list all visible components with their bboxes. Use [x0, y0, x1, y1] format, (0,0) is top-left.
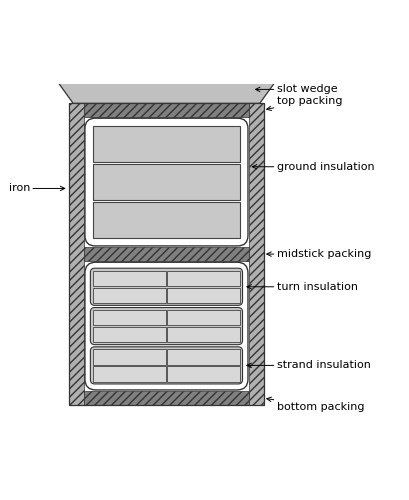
Text: slot wedge: slot wedge — [256, 84, 337, 94]
Bar — [167, 270, 240, 286]
Bar — [92, 202, 240, 238]
Bar — [167, 310, 240, 326]
FancyBboxPatch shape — [90, 308, 243, 344]
Bar — [69, 104, 83, 405]
FancyBboxPatch shape — [85, 262, 248, 390]
Bar — [93, 366, 166, 382]
Bar — [83, 392, 249, 405]
Bar — [92, 126, 240, 162]
Bar — [167, 366, 240, 382]
Bar — [93, 310, 166, 326]
Text: iron: iron — [9, 184, 65, 194]
Text: turn insulation: turn insulation — [247, 282, 357, 292]
Bar — [167, 350, 240, 364]
Bar — [93, 288, 166, 303]
Text: midstick packing: midstick packing — [267, 249, 371, 259]
Bar — [83, 248, 249, 261]
Bar — [249, 104, 264, 405]
Bar — [93, 327, 166, 342]
FancyBboxPatch shape — [90, 268, 243, 306]
Text: strand insulation: strand insulation — [247, 360, 371, 370]
Bar — [167, 288, 240, 303]
Bar — [93, 350, 166, 364]
Bar — [167, 327, 240, 342]
Text: ground insulation: ground insulation — [252, 162, 374, 172]
FancyBboxPatch shape — [85, 118, 248, 246]
Polygon shape — [56, 80, 276, 104]
FancyBboxPatch shape — [90, 347, 243, 384]
Bar — [69, 104, 264, 405]
Text: top packing: top packing — [267, 96, 342, 110]
Bar — [93, 270, 166, 286]
Bar — [92, 164, 240, 200]
Text: bottom packing: bottom packing — [267, 397, 364, 412]
Bar — [83, 104, 249, 117]
